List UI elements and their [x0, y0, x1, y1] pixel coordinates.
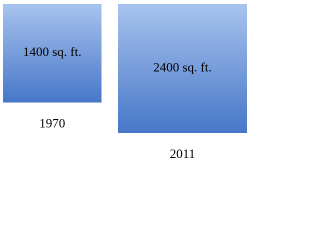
area-square	[3, 4, 102, 103]
category-label: 1970	[39, 116, 65, 131]
area-square	[118, 4, 247, 133]
value-label: 2400 sq. ft.	[153, 59, 212, 74]
value-label: 1400 sq. ft.	[23, 44, 82, 59]
category-label: 2011	[170, 146, 196, 161]
chart: 1400 sq. ft. 1970 2400 sq. ft. 2011	[3, 4, 247, 161]
page: {"chart_data": {"type": "square", "categ…	[3, 4, 247, 161]
